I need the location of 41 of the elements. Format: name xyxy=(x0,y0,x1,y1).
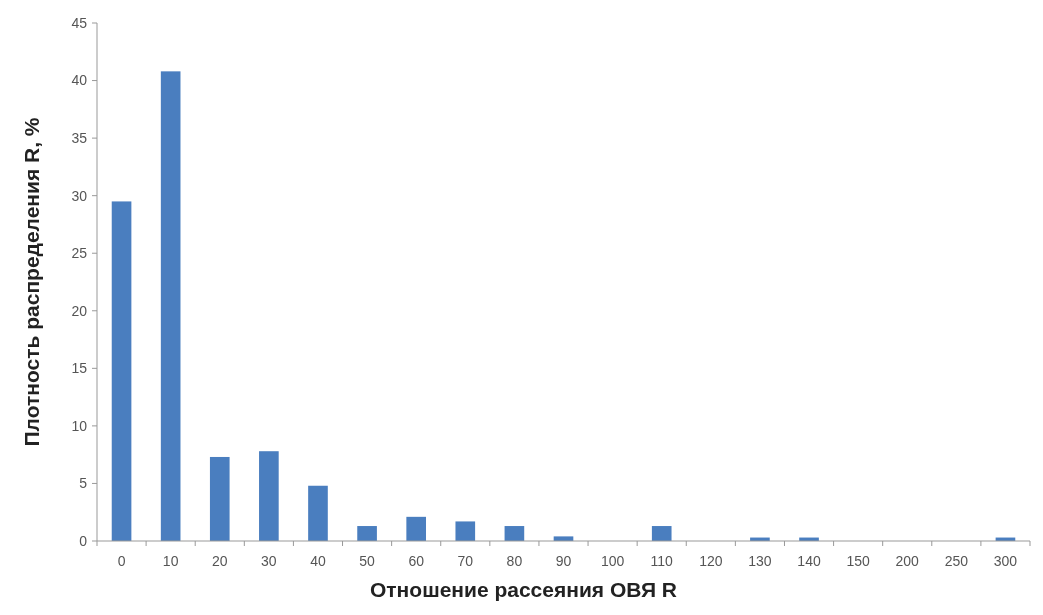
x-tick-label: 30 xyxy=(261,552,277,569)
bar xyxy=(259,451,279,541)
bar xyxy=(160,71,181,541)
y-tick-label: 0 xyxy=(79,532,88,549)
x-tick-label: 110 xyxy=(650,552,674,569)
x-tick-label: 50 xyxy=(359,552,376,569)
x-tick-label: 80 xyxy=(506,552,523,569)
x-tick-label: 300 xyxy=(993,552,1018,569)
bar xyxy=(455,521,476,541)
x-tick-label: 10 xyxy=(162,552,179,569)
y-tick-label: 45 xyxy=(71,14,88,31)
x-tick-label: 200 xyxy=(895,552,920,569)
y-tick-label: 20 xyxy=(71,302,88,319)
y-tick-label: 15 xyxy=(71,360,88,377)
bar xyxy=(406,516,427,541)
y-tick-label: 10 xyxy=(71,417,88,434)
x-tick-label: 90 xyxy=(555,552,572,569)
bar xyxy=(357,526,377,541)
y-tick-label: 5 xyxy=(79,475,88,492)
x-tick-label: 60 xyxy=(408,552,425,569)
y-tick-label: 25 xyxy=(71,245,88,262)
x-tick-label: 140 xyxy=(797,552,821,569)
x-tick-label: 70 xyxy=(457,552,474,569)
y-tick-label: 30 xyxy=(71,187,88,204)
bar xyxy=(504,526,525,541)
y-tick-label: 35 xyxy=(71,130,88,147)
bar xyxy=(651,526,672,541)
x-axis-title: Отношение рассеяния ОВЯ R xyxy=(370,578,677,602)
x-tick-label: 120 xyxy=(699,552,723,569)
bar xyxy=(308,485,328,541)
bar xyxy=(111,201,132,541)
x-tick-label: 0 xyxy=(117,552,126,569)
y-tick-label: 40 xyxy=(71,72,88,89)
x-tick-label: 150 xyxy=(846,552,871,569)
y-axis-title: Плотность распределения R, % xyxy=(20,117,44,447)
x-tick-label: 100 xyxy=(600,552,625,569)
x-tick-label: 130 xyxy=(748,552,772,569)
bar xyxy=(209,456,230,541)
x-tick-label: 250 xyxy=(944,552,969,569)
x-tick-label: 40 xyxy=(310,552,326,569)
x-tick-label: 20 xyxy=(211,552,228,569)
